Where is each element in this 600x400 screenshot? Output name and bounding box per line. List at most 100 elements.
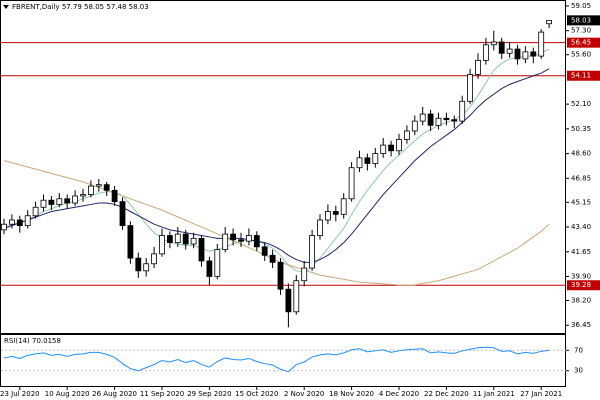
candle-body [301,267,308,282]
y-tick-label: 50.35 [571,125,591,133]
candle-body [530,51,537,57]
rsi-panel [0,334,566,387]
candle-body [40,199,47,208]
candle-body [490,41,497,46]
candle-body [159,235,165,255]
candle-body [380,144,387,154]
x-tick-label: 4 Dec 2020 [379,390,419,398]
x-tick-label: 26 Aug 2020 [92,390,137,398]
y-tick-label: 43.40 [571,223,591,231]
y-tick-label: 52.10 [571,100,591,108]
candle-body [419,113,426,122]
candle-body [285,288,292,313]
candle-body [443,117,450,121]
level-label-box [567,70,600,81]
x-tick-label: 27 Jan 2021 [520,390,562,398]
candle-body [506,48,513,54]
candle-body [64,198,71,204]
y-tick-label: 39.90 [571,272,591,280]
candle-body [482,44,489,61]
y-tick-label: 57.30 [571,27,591,35]
menu-icon [3,5,9,9]
candle-body [127,225,134,259]
level-label-box [567,37,600,48]
candle-body [277,261,284,290]
x-tick-label: 11 Sep 2020 [140,390,184,398]
candle-body [332,211,339,215]
candle-body [261,246,268,256]
candle-body [459,100,466,122]
rsi-tick-label: 70 [574,346,583,354]
candle-body [514,48,521,60]
candle-body [32,206,39,217]
rsi-label: RSI(14) 70.0158 [4,337,61,345]
candle-body [214,249,221,277]
candle-body [435,117,442,126]
chart-title: FBRENT,Daily 57.79 58.05 57.48 58.03 [12,3,149,11]
candle-body [427,113,434,126]
last-open: 57.79 [62,3,82,11]
candle-body [198,237,205,262]
x-tick-label: 23 Jul 2020 [0,390,40,398]
candle-body [95,184,102,187]
x-tick-label: 2 Nov 2020 [284,390,324,398]
rsi-last: 70.0158 [32,337,61,345]
candle-body [230,233,237,241]
y-tick-label: 36.45 [571,321,591,329]
candle-body [119,201,126,227]
last-price-box [567,15,600,26]
y-tick-label: 48.60 [571,150,591,158]
x-tick-label: 10 Aug 2020 [45,390,90,398]
candle-body [88,185,94,195]
y-tick-label: 46.85 [571,174,591,182]
candle-body [56,198,63,205]
candle-body [498,41,505,54]
level-label: 54.11 [571,72,591,80]
x-tick-label: 18 Nov 2020 [329,390,374,398]
candle-body [403,130,410,140]
candle-body [80,194,86,197]
x-tick-label: 22 Dec 2020 [424,390,469,398]
candle-body [103,184,110,191]
x-tick-label: 29 Sep 2020 [187,390,231,398]
candle-body [372,153,379,164]
last-price-label: 58.03 [571,16,591,24]
candle-body [356,157,363,169]
candle-body [538,31,545,57]
symbol: FBRENT,Daily [12,3,60,11]
y-tick-label: 41.65 [571,248,591,256]
candle-body [411,120,418,132]
last-low: 57.48 [106,3,126,11]
candle-body [309,235,316,269]
candle-body [245,235,252,242]
candle-body [340,198,347,215]
rsi-tick-label: 30 [574,367,583,375]
candle-body [24,215,31,227]
candle-body [166,235,173,243]
y-tick-label: 55.60 [571,51,591,59]
candle-body [174,233,181,243]
candle-body [467,74,474,102]
candle-body [546,19,552,25]
candle-body [151,253,158,265]
candle-body [72,195,78,204]
candle-body [522,51,529,60]
candle-body [222,233,229,251]
candle-body [324,211,331,221]
y-tick-label: 38.20 [571,297,591,305]
candle-body [182,233,189,245]
candle-body [48,199,55,205]
y-tick-label: 45.15 [571,198,591,206]
candle-body [190,237,197,245]
candle-body [238,239,244,242]
candle-body [388,144,395,152]
rsi-name: RSI(14) [4,337,30,345]
candle-body [348,167,355,200]
candle-body [8,219,15,225]
moving-average [3,68,550,263]
candle-body [396,139,402,152]
x-tick-label: 11 Jan 2021 [473,390,515,398]
candle-body [206,260,213,277]
candle-body [16,219,23,227]
